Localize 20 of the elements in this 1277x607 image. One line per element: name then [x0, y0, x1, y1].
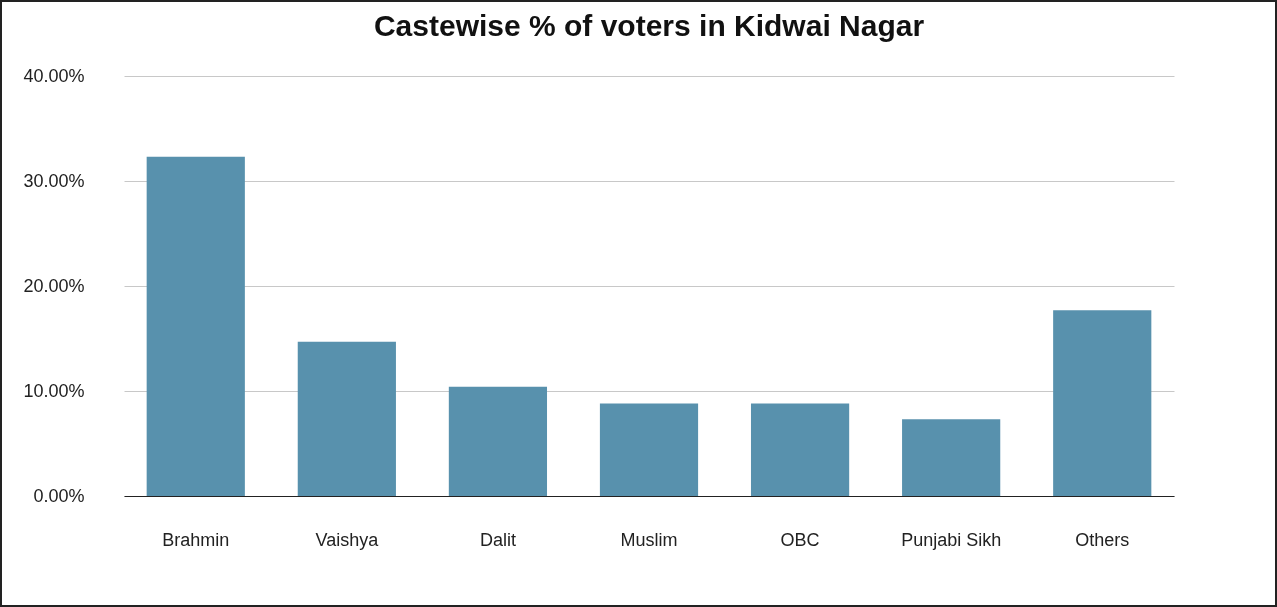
x-tick-label: Vaishya [315, 529, 380, 550]
bar [902, 419, 1001, 496]
y-tick-label: 10.00% [23, 380, 85, 401]
bar [146, 156, 245, 496]
chart-title: Castewise % of voters in Kidwai Nagar [373, 9, 925, 42]
bar [750, 403, 850, 496]
y-tick-label: 20.00% [23, 275, 85, 296]
bar [599, 403, 699, 496]
x-tick-label: Punjabi Sikh [901, 529, 1002, 550]
bar [448, 386, 548, 496]
bar [1053, 310, 1152, 496]
y-tick-label: 30.00% [23, 170, 85, 191]
x-tick-label: Muslim [620, 529, 678, 550]
y-tick-label: 40.00% [23, 65, 85, 86]
y-tick-label: 0.00% [33, 485, 85, 506]
x-tick-label: Dalit [479, 529, 516, 550]
x-tick-label: Brahmin [162, 529, 230, 550]
bar [297, 341, 396, 496]
x-tick-label: OBC [780, 529, 820, 550]
x-tick-label: Others [1075, 529, 1130, 550]
